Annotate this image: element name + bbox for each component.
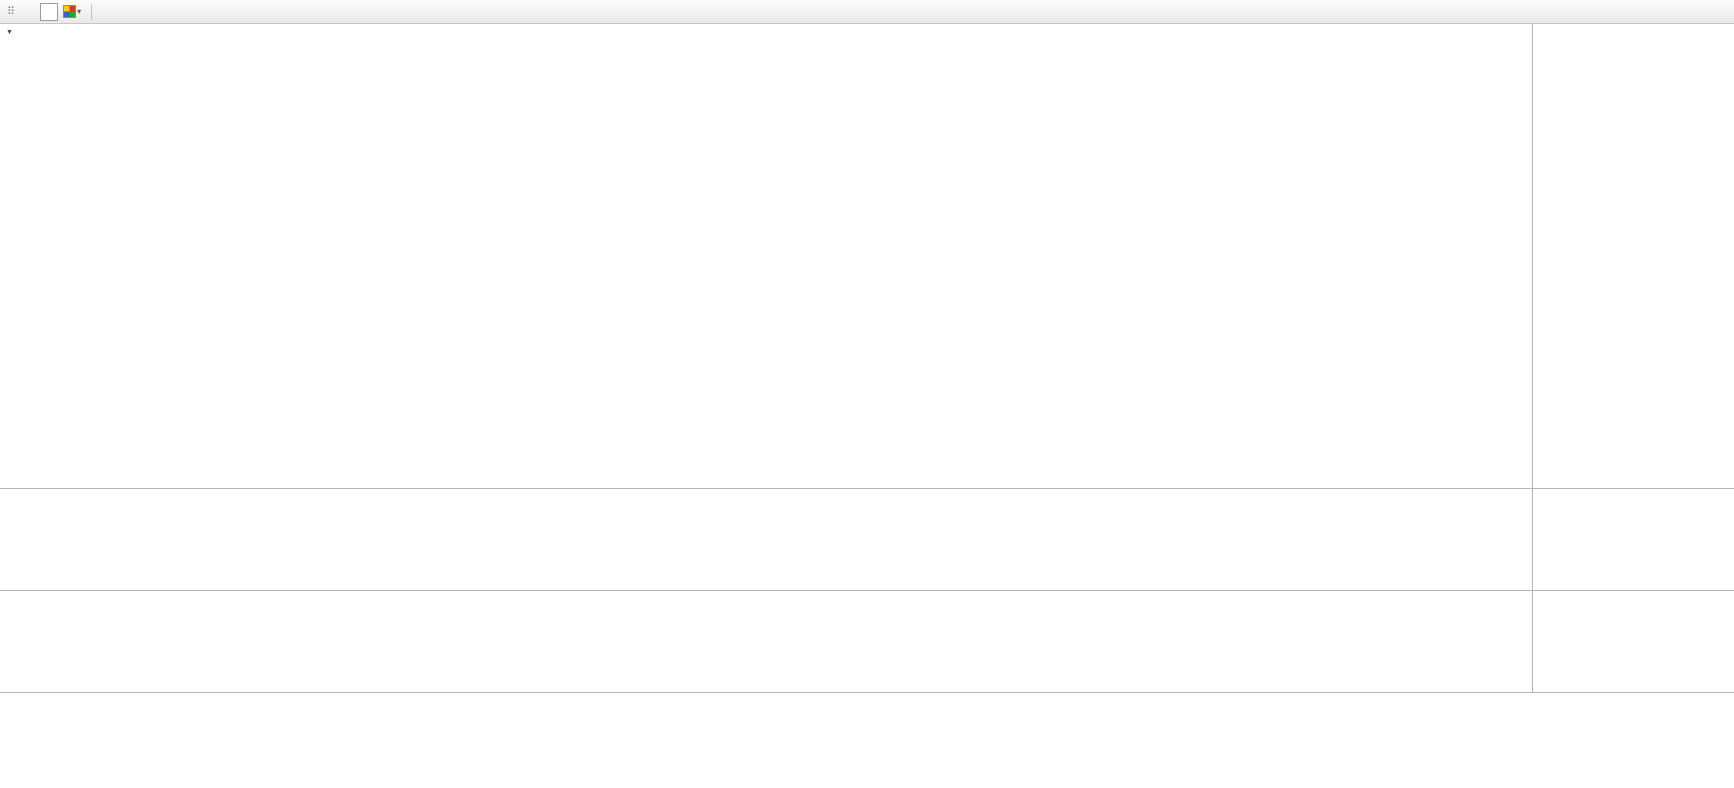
- panel-resize-handle-rsi[interactable]: [0, 590, 1734, 591]
- symbol-marker-icon: ▼: [6, 29, 13, 36]
- panel-resize-handle-macd[interactable]: [0, 488, 1734, 489]
- timeframe-button-mn[interactable]: [211, 3, 223, 21]
- timeframe-button-w1[interactable]: [197, 3, 209, 21]
- rsi-indicator-label: [5, 593, 10, 604]
- toolbar: ⠿ ▾: [0, 0, 1734, 24]
- price-axis[interactable]: [1532, 24, 1734, 692]
- annotation-cursor-button[interactable]: [20, 3, 38, 21]
- timeframe-button-m15[interactable]: [127, 3, 139, 21]
- toolbar-separator: [91, 3, 93, 20]
- timeframe-button-m5[interactable]: [113, 3, 125, 21]
- macd-indicator-label: [5, 491, 15, 502]
- chart-title: ▼: [6, 29, 25, 36]
- chevron-down-icon: ▾: [77, 7, 82, 16]
- candlestick-chart-canvas[interactable]: [0, 24, 1734, 692]
- time-axis-border: [0, 692, 1734, 693]
- time-axis[interactable]: [0, 692, 1734, 716]
- timeframe-button-h1[interactable]: [155, 3, 167, 21]
- timeframe-button-h4[interactable]: [169, 3, 181, 21]
- text-tool-button[interactable]: [40, 2, 59, 21]
- price-axis-border: [1532, 24, 1533, 692]
- palette-icon: [63, 5, 77, 18]
- drag-handle-icon[interactable]: ⠿: [7, 5, 16, 18]
- paint-tool-button[interactable]: ▾: [60, 3, 84, 21]
- timeframe-button-m1[interactable]: [99, 3, 111, 21]
- timeframe-button-d1[interactable]: [183, 3, 195, 21]
- timeframe-button-m30[interactable]: [141, 3, 153, 21]
